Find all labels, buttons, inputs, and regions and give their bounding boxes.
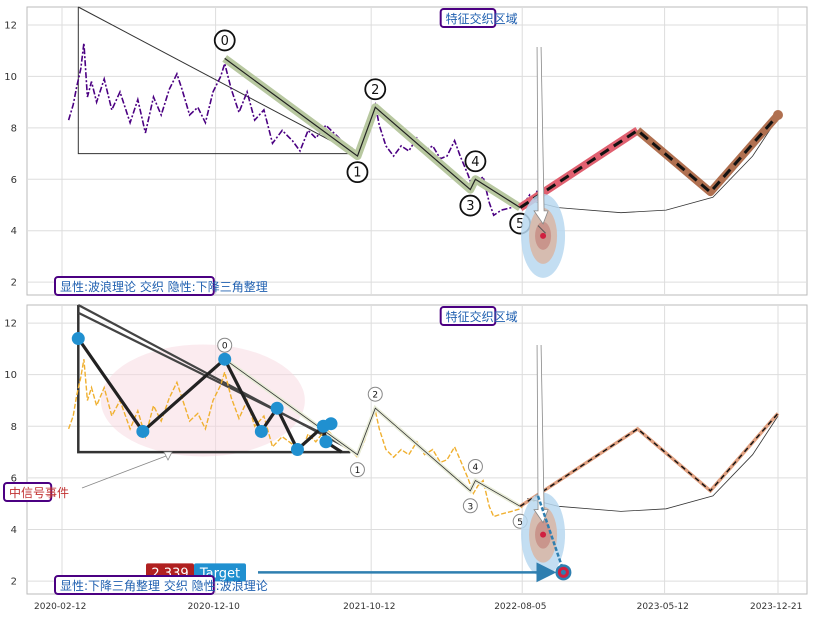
panel-top-wave-point-label: 4 (471, 155, 479, 170)
panel-bottom-wave-point-marker (217, 337, 233, 353)
panel-bottom-wave-point-marker (467, 458, 483, 474)
panel-top-wave-point-label: 5 (516, 217, 524, 232)
panel-bottom-event-label-frame (3, 482, 53, 502)
panel-bottom-top-label-text: 特征交织区域 (446, 309, 518, 324)
panel-bottom-wave-point-marker (462, 498, 478, 514)
panel-bottom-blue-marker (319, 435, 333, 449)
panel-bottom-blue-marker (270, 401, 284, 415)
panel-bottom-zone-center (540, 531, 547, 538)
panel-top-bottom-label: 显性:波浪理论 交织 隐性:下降三角整理 (54, 276, 268, 296)
panel-top-fan-line (78, 6, 351, 152)
x-tick-label: 2020-12-10 (188, 602, 241, 612)
panel-top-top-label: 特征交织区域 (439, 8, 518, 28)
panel-top-wave-line (224, 57, 521, 209)
panel-bottom-ytick: 4 (11, 525, 17, 536)
panel-bottom-wave-point-marker (367, 386, 383, 402)
panel-bottom-wave-point-label: 1 (355, 466, 361, 476)
x-tick-label: 2023-12-21 (750, 602, 802, 612)
x-tick-label: 2020-02-12 (34, 602, 86, 612)
panel-top-forecast-end (773, 110, 783, 120)
panel-top-triangle (77, 7, 351, 155)
panel-bottom-wave-line (224, 358, 521, 507)
panel-bottom-wave-point-label: 2 (372, 391, 378, 401)
panel-top-bottom-label-frame (54, 276, 215, 296)
panel-top-ytick: 10 (4, 72, 17, 83)
panel-bottom-top-label-frame (439, 306, 497, 326)
panel-top-wave-point-marker (459, 194, 482, 217)
panel-bottom-triangle (77, 305, 351, 454)
panel-bottom-wave-point-marker (349, 462, 365, 478)
panel-top-ytick: 4 (11, 226, 17, 237)
panel-bottom-bottom-label: 显性:下降三角整理 交织 隐性:波浪理论 (54, 575, 268, 595)
panel-top-wave-point-label: 2 (371, 83, 379, 98)
panel-top-zone-arrow (533, 46, 549, 225)
panel-bottom-bottom-label-frame (54, 575, 215, 595)
panel-bottom-blue-marker (218, 352, 232, 366)
panel-top-ytick: 6 (11, 175, 17, 186)
panel-bottom-wave-point-label: 3 (467, 502, 473, 512)
panel-top-wave-point-label: 3 (466, 199, 474, 214)
panel-bottom-wave-point-label: 0 (222, 342, 228, 352)
panel-top-zone-center (540, 232, 547, 239)
panel-bottom-target-inner (560, 569, 566, 575)
panel-bottom-top-label: 特征交织区域 (439, 306, 518, 326)
panel-bottom-forecast-band (519, 412, 780, 508)
panel-top-top-label-frame (439, 8, 497, 28)
panel-bottom-event-arrow (81, 451, 173, 489)
panel-top-wave-point-marker (464, 150, 487, 173)
panel-bottom-pink-ellipse (100, 344, 305, 457)
panel-bottom-blue-marker (290, 443, 304, 456)
panel-bottom-ytick: 2 (11, 577, 17, 588)
panel-bottom-ytick: 8 (11, 422, 17, 433)
panel-top-ytick: 2 (11, 278, 17, 289)
panel-bottom-fan-line (77, 311, 345, 446)
panel-bottom-frame (26, 304, 808, 595)
panel-top-top-label-text: 特征交织区域 (446, 11, 518, 26)
panel-top-ytick: 8 (11, 123, 17, 134)
panel-bottom-ytick: 10 (4, 370, 17, 381)
panel-bottom-wave-point-label: 5 (517, 518, 523, 528)
x-tick-label: 2021-10-12 (343, 602, 395, 612)
panel-top-wave-point-label: 1 (353, 166, 361, 181)
panel-bottom-bottom-label-text: 显性:下降三角整理 交织 隐性:波浪理论 (60, 578, 268, 593)
panel-bottom-ytick: 6 (11, 473, 17, 484)
panel-top-extra-line (537, 225, 546, 234)
panel-bottom-target-line (536, 495, 565, 572)
panel-bottom-wave-point-label: 4 (473, 463, 479, 473)
panel-bottom-blue-marker (71, 332, 85, 346)
panel-top-forecast-dash (519, 114, 780, 209)
panel-top-frame (26, 6, 808, 296)
panel-top-bottom-label-text: 显性:波浪理论 交织 隐性:下降三角整理 (60, 279, 268, 294)
panel-top-wave-point-label: 0 (221, 34, 229, 49)
panel-bottom-event-label-text: 中信号事件 (9, 485, 69, 500)
panel-bottom-ytick: 12 (4, 319, 17, 330)
panel-bottom-zone-arrow (533, 344, 549, 524)
x-tick-label: 2022-08-05 (494, 602, 546, 612)
panel-top-wave-point-marker (364, 78, 387, 101)
panel-top-ytick: 12 (4, 21, 17, 32)
panel-bottom-blue-marker (136, 424, 150, 438)
panel-bottom-event-label: 中信号事件 (3, 482, 69, 502)
panel-bottom-blue-marker (254, 424, 268, 438)
x-tick-label: 2023-05-12 (637, 602, 689, 612)
panel-top-wave-point-marker (346, 161, 369, 184)
panel-bottom-blue-marker (324, 417, 338, 431)
panel-top-wave-point-marker (213, 29, 236, 52)
